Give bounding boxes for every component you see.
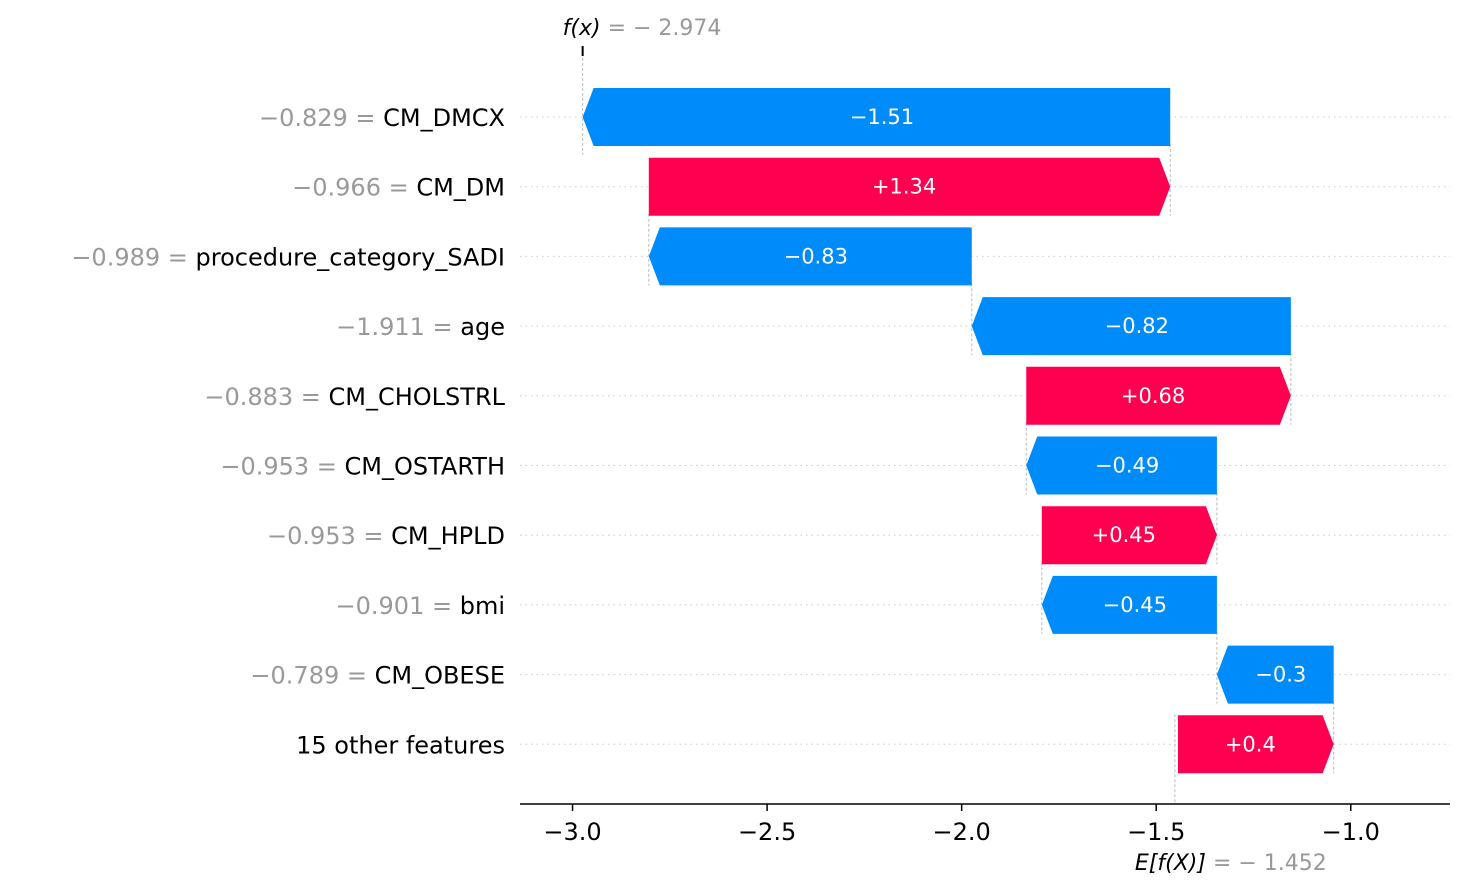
x-tick-label: −3.0	[543, 818, 601, 846]
x-tick-label: −2.5	[738, 818, 796, 846]
bar-negative	[648, 227, 972, 286]
x-tick-label: −2.0	[933, 818, 991, 846]
base-value-annotation: E[f(X)] = − 1.452	[1135, 851, 1327, 876]
x-tick-label: −1.0	[1322, 818, 1380, 846]
feature-label: −0.901 = bmi	[336, 592, 505, 620]
feature-label: −1.911 = age	[336, 313, 505, 341]
bar-positive	[1026, 366, 1291, 425]
bar-negative	[1216, 645, 1334, 704]
bar-value-label: −0.45	[1103, 593, 1167, 617]
bar-positive	[1041, 506, 1217, 565]
bar-value-label: +0.4	[1225, 732, 1276, 756]
feature-label: −0.953 = CM_HPLD	[267, 522, 505, 550]
feature-label: −0.989 = procedure_category_SADI	[71, 243, 505, 271]
bar-positive	[1178, 715, 1334, 774]
x-tick-label: −1.5	[1127, 818, 1185, 846]
bar-value-label: −1.51	[850, 105, 914, 129]
bar-value-label: −0.82	[1105, 314, 1169, 338]
bar-value-label: −0.49	[1095, 454, 1159, 478]
bar-value-label: −0.83	[784, 244, 848, 268]
feature-label: −0.829 = CM_DMCX	[259, 104, 505, 132]
bar-negative	[582, 88, 1171, 146]
bar-positive	[648, 157, 1171, 216]
bar-value-label: −0.3	[1255, 663, 1306, 687]
fx-annotation: f(x) = − 2.974	[563, 16, 722, 41]
bar-value-label: +1.34	[872, 175, 936, 199]
bar-value-label: +0.45	[1092, 523, 1156, 547]
feature-label: −0.953 = CM_OSTARTH	[220, 453, 505, 481]
feature-label: 15 other features	[296, 731, 505, 759]
feature-label: −0.966 = CM_DM	[292, 174, 505, 202]
feature-label: −0.883 = CM_CHOLSTRL	[204, 383, 505, 411]
bar-value-label: +0.68	[1121, 384, 1185, 408]
bar-negative	[1041, 575, 1217, 634]
bar-negative	[971, 297, 1291, 356]
feature-label: −0.789 = CM_OBESE	[250, 662, 505, 690]
bar-negative	[1026, 436, 1217, 495]
